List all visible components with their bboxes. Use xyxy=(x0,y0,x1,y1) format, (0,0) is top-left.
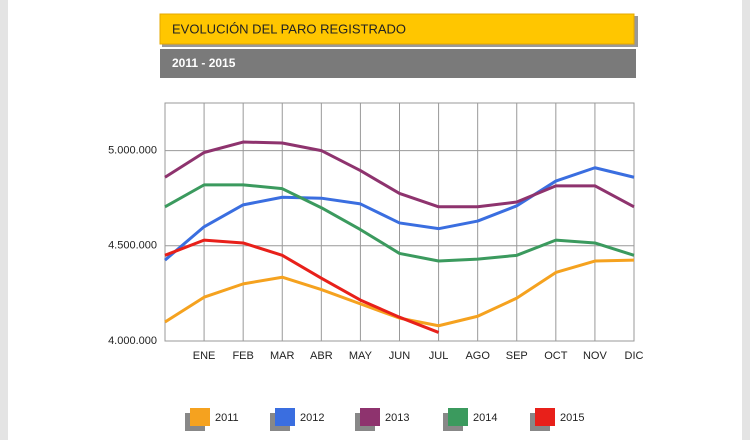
x-tick-label: MAR xyxy=(270,350,295,362)
x-tick-label: JUN xyxy=(389,350,410,362)
subtitle-banner xyxy=(160,49,636,78)
legend-label: 2011 xyxy=(215,412,239,424)
x-tick-label: SEP xyxy=(506,350,528,362)
x-tick-label: ENE xyxy=(193,350,216,362)
y-tick-label: 4.500.000 xyxy=(108,240,157,252)
series-line xyxy=(164,183,635,263)
x-tick-label: DIC xyxy=(625,350,644,362)
legend-label: 2015 xyxy=(560,412,584,424)
x-tick-label: JUL xyxy=(429,350,449,362)
series-line xyxy=(164,166,635,262)
legend-label: 2014 xyxy=(473,412,497,424)
x-tick-label: AGO xyxy=(465,350,490,362)
legend-label: 2012 xyxy=(300,412,324,424)
title-banner xyxy=(159,13,635,45)
legend-swatch xyxy=(448,408,468,426)
series-line xyxy=(164,140,635,209)
x-tick-label: OCT xyxy=(544,350,568,362)
frame-right xyxy=(742,0,750,440)
chart-title: EVOLUCIÓN DEL PARO REGISTRADO xyxy=(172,21,406,36)
frame-left xyxy=(0,0,8,440)
y-tick-label: 5.000.000 xyxy=(108,145,157,157)
y-tick-label: 4.000.000 xyxy=(108,335,157,347)
legend-swatch xyxy=(360,408,380,426)
legend-swatch xyxy=(275,408,295,426)
x-tick-label: ABR xyxy=(310,350,333,362)
legend-swatch xyxy=(190,408,210,426)
x-tick-label: MAY xyxy=(349,350,373,362)
series-line xyxy=(164,238,440,334)
legend-swatch xyxy=(535,408,555,426)
x-tick-label: FEB xyxy=(232,350,253,362)
chart-subtitle: 2011 - 2015 xyxy=(172,56,236,70)
x-tick-label: NOV xyxy=(583,350,608,362)
legend-label: 2013 xyxy=(385,412,409,424)
